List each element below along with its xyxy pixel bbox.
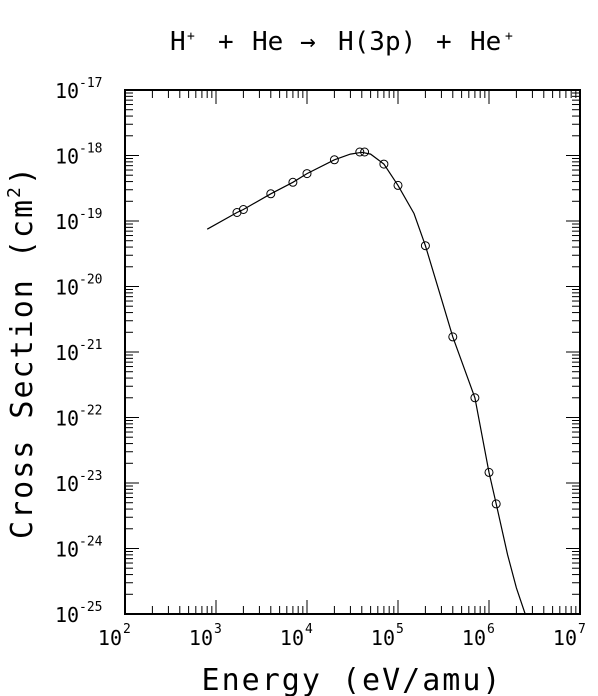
data-point (393, 180, 403, 190)
data-point (360, 147, 370, 157)
y-axis-label-close: ) (5, 165, 40, 185)
x-tick-label: 10 (98, 626, 122, 650)
y-tick-labels: 10-2510-2410-2310-2210-2110-2010-1910-18… (55, 76, 103, 627)
y-tick-exponent: -22 (79, 404, 102, 419)
y-tick-exponent: -25 (79, 600, 102, 615)
data-point (302, 169, 312, 179)
plot-frame (124, 89, 581, 615)
x-tick-exponent: 7 (578, 622, 586, 637)
y-tick-exponent: -20 (79, 273, 102, 288)
data-point (266, 189, 276, 199)
series-line-group (206, 151, 526, 615)
data-point (329, 155, 339, 165)
x-tick-label: 10 (553, 626, 577, 650)
y-axis-label-text: Cross Section (cm (5, 198, 40, 539)
data-point (355, 147, 365, 157)
y-tick-label: 10 (55, 210, 79, 234)
x-tick-label: 10 (189, 626, 213, 650)
y-tick-label: 10 (55, 79, 79, 103)
x-tick-exponent: 6 (487, 622, 495, 637)
y-tick-exponent: -21 (79, 338, 102, 353)
title-he: He (252, 27, 283, 57)
title-he-charge: + (505, 29, 513, 44)
title-arrow: → (300, 27, 316, 57)
data-point (448, 332, 458, 342)
data-point (379, 159, 389, 169)
x-tick-exponent: 2 (123, 622, 131, 637)
title-h-charge: + (187, 29, 195, 44)
x-tick-label: 10 (462, 626, 486, 650)
chart-title: H + + He → H(3p) + He + (170, 27, 513, 57)
y-axis-label: Cross Section (cm2) (4, 165, 40, 539)
fit-curve (206, 151, 526, 615)
x-tick-label: 10 (280, 626, 304, 650)
y-tick-label: 10 (55, 145, 79, 169)
y-axis-label-group: Cross Section (cm2) (4, 165, 40, 539)
y-tick-exponent: -24 (79, 535, 103, 550)
x-tick-label: 10 (371, 626, 395, 650)
title-h: H (170, 27, 186, 57)
y-tick-label: 10 (55, 341, 79, 365)
x-tick-exponent: 5 (396, 622, 404, 637)
x-tick-exponent: 4 (305, 622, 313, 637)
y-tick-exponent: -17 (79, 76, 102, 91)
y-tick-label: 10 (55, 538, 79, 562)
series-points-group (232, 147, 501, 509)
y-tick-label: 10 (55, 276, 79, 300)
y-tick-label: 10 (55, 472, 79, 496)
x-tick-exponent: 3 (214, 622, 222, 637)
data-point (288, 177, 298, 187)
title-h3p: H(3p) (338, 27, 416, 57)
title-plus-1: + (218, 27, 234, 57)
x-axis-label: Energy (eV/amu) (202, 663, 503, 696)
y-axis-label-exponent: 2 (4, 185, 25, 198)
data-point (484, 467, 494, 477)
y-tick-exponent: -23 (79, 469, 102, 484)
y-tick-label: 10 (55, 603, 79, 627)
title-he-ion: He (470, 27, 501, 57)
data-point (420, 241, 430, 251)
y-tick-exponent: -19 (79, 207, 102, 222)
y-tick-label: 10 (55, 407, 79, 431)
data-point (491, 499, 501, 509)
title-plus-2: + (436, 27, 452, 57)
data-point (470, 393, 480, 403)
y-tick-exponent: -18 (79, 142, 102, 157)
x-tick-labels: 10 2 10 3 10 4 10 5 10 6 10 7 (98, 622, 586, 650)
data-point (238, 205, 248, 214)
minor-ticks (124, 90, 580, 615)
